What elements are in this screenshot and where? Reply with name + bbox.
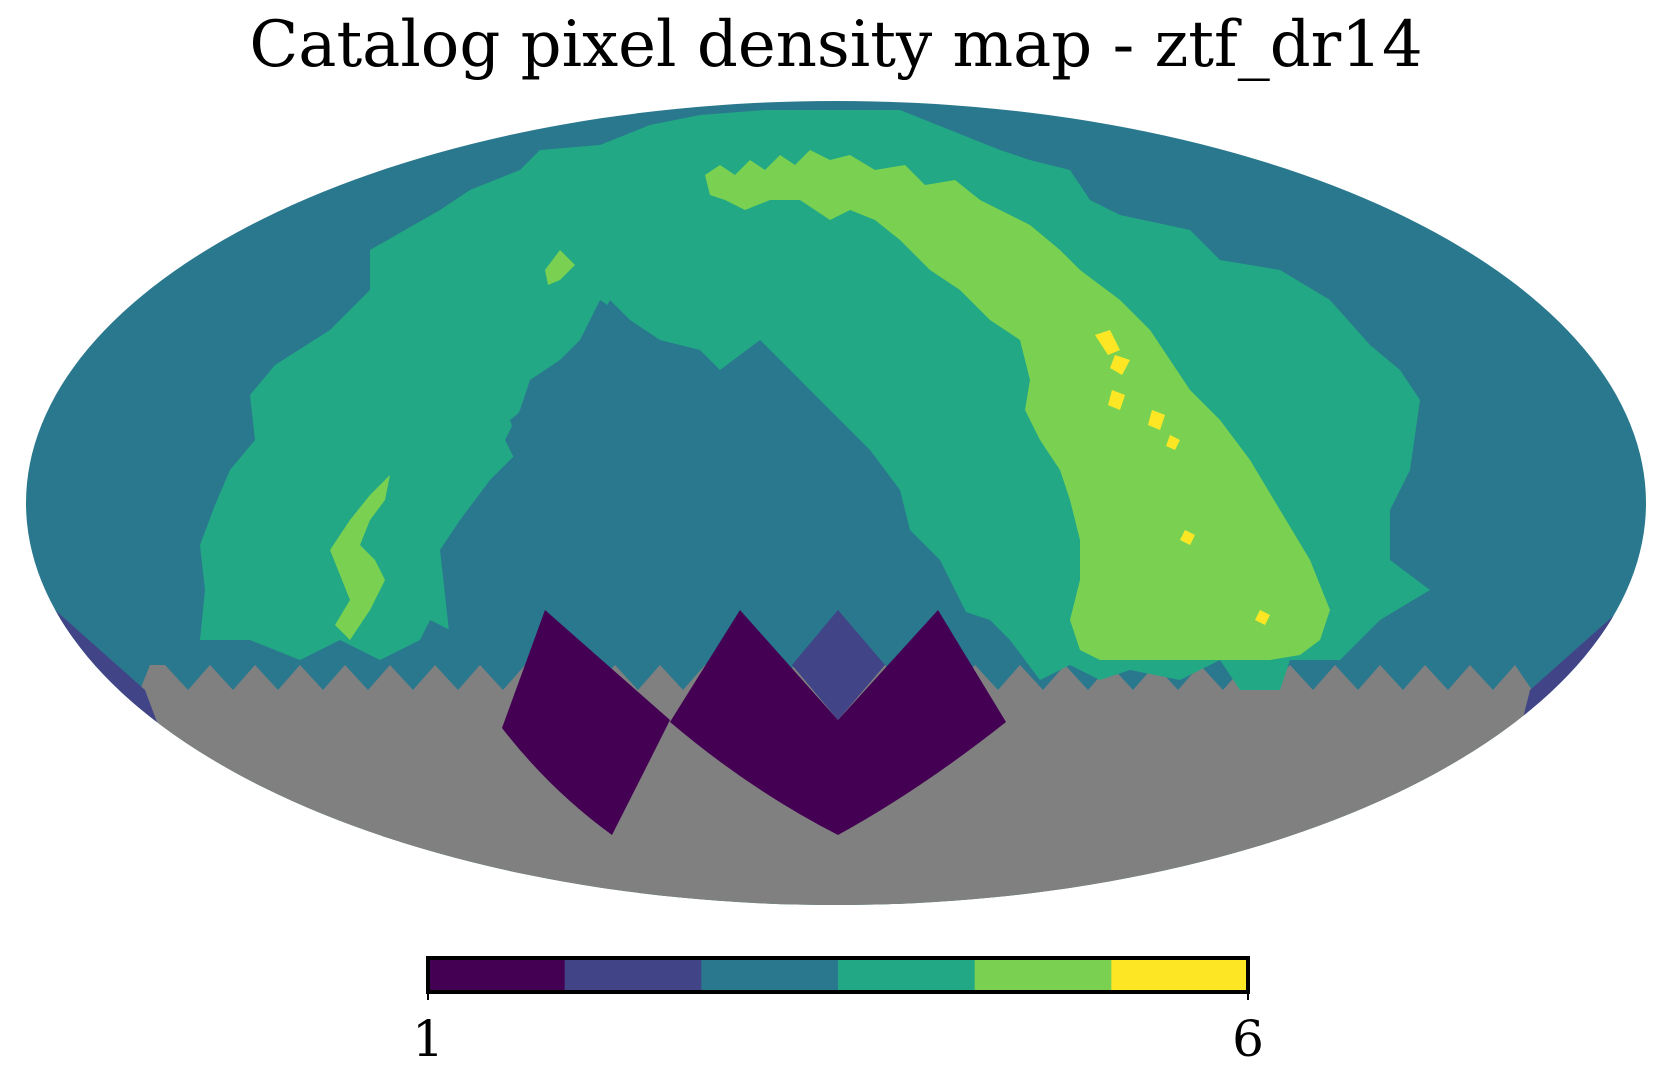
map-regions bbox=[26, 101, 1646, 905]
colorbar-swatch-level-2 bbox=[564, 958, 702, 992]
region-level-6-fleck-6 bbox=[1180, 530, 1195, 545]
region-level-6-fleck-5 bbox=[1166, 435, 1180, 450]
region-level-1-lobe-center bbox=[670, 610, 1006, 835]
region-level-5-streak bbox=[705, 150, 1330, 660]
colorbar-swatch-level-6 bbox=[1111, 958, 1249, 992]
region-level-6-fleck-7 bbox=[1255, 610, 1270, 625]
region-level-6-fleck-1 bbox=[1095, 330, 1120, 355]
colorbar-min-label: 1 bbox=[412, 1010, 444, 1068]
colorbar-swatch-level-4 bbox=[838, 958, 976, 992]
colorbar: 1 6 bbox=[412, 956, 1264, 1068]
colorbar-swatch-level-1 bbox=[428, 958, 566, 992]
colorbar-frame bbox=[426, 956, 1250, 994]
region-level-6-fleck-4 bbox=[1148, 410, 1165, 430]
colorbar-swatch-level-3 bbox=[701, 958, 839, 992]
colorbar-max-label: 6 bbox=[1232, 1010, 1264, 1068]
colorbar-swatch-level-5 bbox=[974, 958, 1112, 992]
region-level-6-fleck-2 bbox=[1110, 355, 1130, 375]
map-title: Catalog pixel density map - ztf_dr14 bbox=[249, 8, 1423, 82]
region-level-5-west-strip bbox=[330, 475, 390, 640]
region-level-5-patch-north bbox=[545, 250, 575, 285]
region-level-1-lobe-west bbox=[502, 610, 670, 835]
region-level-3-interior bbox=[440, 300, 980, 660]
region-level-2-center-wedge bbox=[792, 610, 885, 720]
region-level-6-fleck-3 bbox=[1108, 390, 1125, 410]
